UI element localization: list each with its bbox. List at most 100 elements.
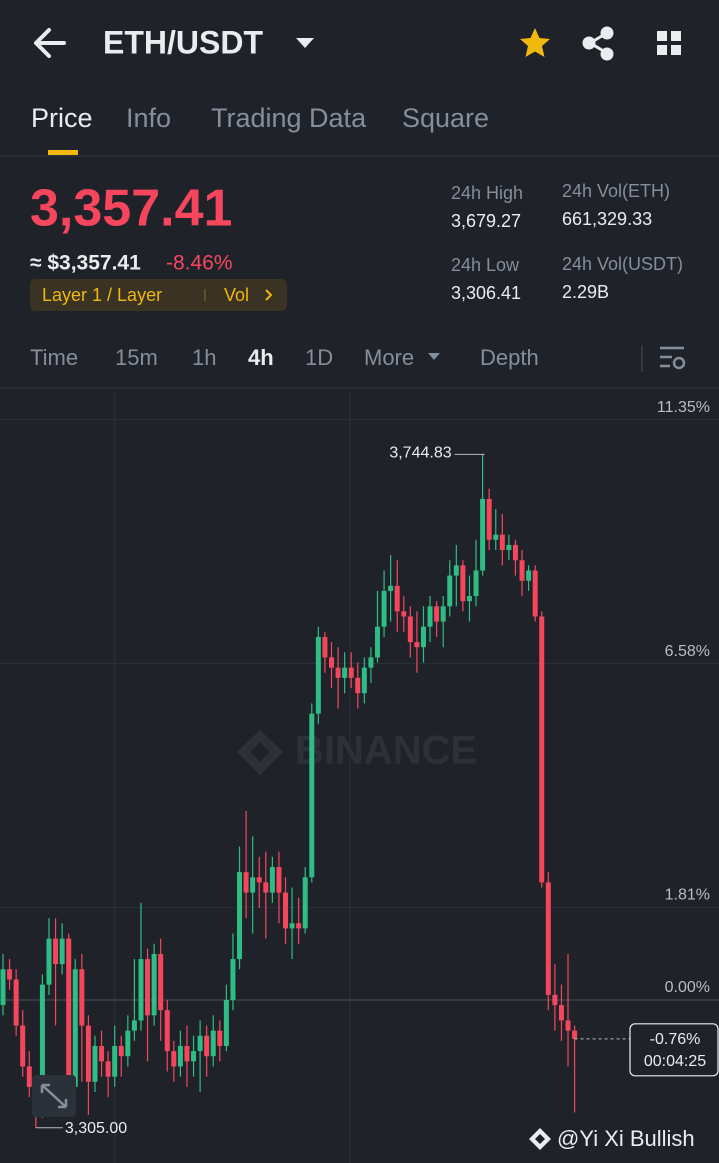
stat-value: 661,329.33	[562, 209, 652, 229]
price-tag-change: -0.76%	[650, 1031, 701, 1048]
usd-price: ≈ $3,357.41	[30, 252, 141, 275]
candle-body	[558, 1005, 564, 1021]
fullscreen-icon	[40, 1083, 68, 1109]
interval[interactable]: Depth	[480, 345, 539, 370]
candle-body	[539, 616, 545, 883]
candle-body	[230, 959, 236, 1000]
author-watermark: @Yi Xi Bullish	[557, 1126, 695, 1151]
candle-body	[177, 1045, 183, 1067]
candle-body	[138, 959, 144, 1021]
candle-body	[361, 667, 367, 694]
pair-title[interactable]: ETH/USDT	[103, 24, 263, 60]
candle-body	[335, 667, 341, 678]
candle-body	[526, 570, 532, 581]
candle-body	[519, 560, 525, 581]
vol-label[interactable]: Vol	[224, 285, 249, 305]
candle-body	[237, 872, 243, 960]
candle-body	[66, 938, 72, 1087]
interval[interactable]: More	[364, 345, 414, 370]
tag-label[interactable]: Layer 1 / Layer	[42, 285, 162, 305]
stat-label: 24h Vol(USDT)	[562, 254, 683, 274]
candle-body	[414, 642, 420, 648]
candle-body	[499, 534, 505, 551]
candle-body	[72, 969, 78, 1087]
candle-body	[407, 616, 413, 643]
interval[interactable]: Time	[30, 345, 78, 370]
y-tick-label: 1.81%	[665, 887, 710, 904]
tag-chevron	[265, 289, 273, 301]
last-price: 3,357.41	[30, 180, 232, 238]
candle-body	[243, 872, 249, 893]
favorite-star[interactable]	[520, 28, 550, 57]
y-tick-label: 6.58%	[665, 643, 710, 660]
candle-body	[342, 667, 348, 678]
y-tick-label: 11.35%	[657, 399, 710, 416]
candle-body	[158, 953, 164, 1011]
tab[interactable]: Price	[31, 103, 93, 133]
candle-body	[204, 1035, 210, 1057]
candle-body	[85, 1025, 91, 1082]
candle-body	[315, 636, 321, 714]
watermark-logo	[237, 730, 283, 775]
min-label: 3,305.00	[65, 1120, 127, 1137]
tab[interactable]: Square	[402, 103, 489, 133]
interval[interactable]: 1h	[192, 345, 216, 370]
candle-body	[20, 1025, 26, 1067]
candle-body	[223, 999, 229, 1046]
candle-body	[374, 626, 380, 658]
candle-body	[112, 1045, 118, 1077]
candle-body	[532, 570, 538, 617]
candle-body	[466, 596, 472, 602]
candle-body	[59, 938, 65, 965]
share-icon[interactable]	[582, 26, 614, 61]
candle-body	[191, 1051, 197, 1062]
candle-body	[552, 994, 558, 1006]
candle-body	[460, 565, 466, 602]
tag-box[interactable]	[30, 279, 287, 311]
interval[interactable]: 4h	[248, 345, 274, 370]
candle-body	[329, 657, 334, 668]
price-tag-timer: 00:04:25	[644, 1053, 706, 1070]
more-dropdown[interactable]	[428, 353, 440, 360]
candle-body	[355, 677, 361, 694]
author-logo	[529, 1128, 551, 1150]
candle-body	[125, 1030, 131, 1057]
candle-body	[473, 570, 479, 597]
menu-grid[interactable]	[657, 31, 681, 55]
candle-body	[276, 867, 282, 893]
back-button[interactable]	[34, 28, 66, 58]
price-change: -8.46%	[166, 252, 233, 275]
candle-body	[145, 959, 151, 1016]
tab[interactable]: Trading Data	[211, 103, 367, 133]
pair-dropdown[interactable]	[296, 38, 314, 48]
candle-body	[7, 969, 13, 980]
chart-settings[interactable]	[660, 346, 686, 370]
candle-body	[309, 713, 315, 878]
stat-value: 3,679.27	[451, 211, 521, 231]
candle-body	[164, 1010, 170, 1052]
candle-body	[368, 657, 374, 668]
candle-body	[401, 611, 407, 617]
max-label: 3,744.83	[389, 445, 451, 462]
candle-body	[440, 606, 446, 622]
interval[interactable]: 1D	[305, 345, 333, 370]
y-tick-label: 0.00%	[665, 979, 710, 996]
candle-body	[46, 938, 52, 985]
candle-body	[348, 667, 354, 678]
stat-value: 3,306.41	[451, 283, 521, 303]
tab-indicator	[48, 150, 78, 155]
stat-label: 24h High	[451, 183, 523, 203]
candle-body	[217, 1030, 223, 1046]
candle-body	[322, 636, 328, 658]
candle-body	[381, 590, 387, 627]
stat-label: 24h Low	[451, 255, 520, 275]
candle-body	[171, 1051, 177, 1067]
candle-body	[197, 1035, 203, 1052]
candle-body	[269, 867, 275, 893]
watermark: BINANCE	[295, 729, 477, 773]
interval[interactable]: 15m	[115, 345, 158, 370]
tab[interactable]: Info	[126, 103, 171, 133]
candle-body	[0, 969, 6, 1006]
stat-value: 2.29B	[562, 282, 609, 302]
